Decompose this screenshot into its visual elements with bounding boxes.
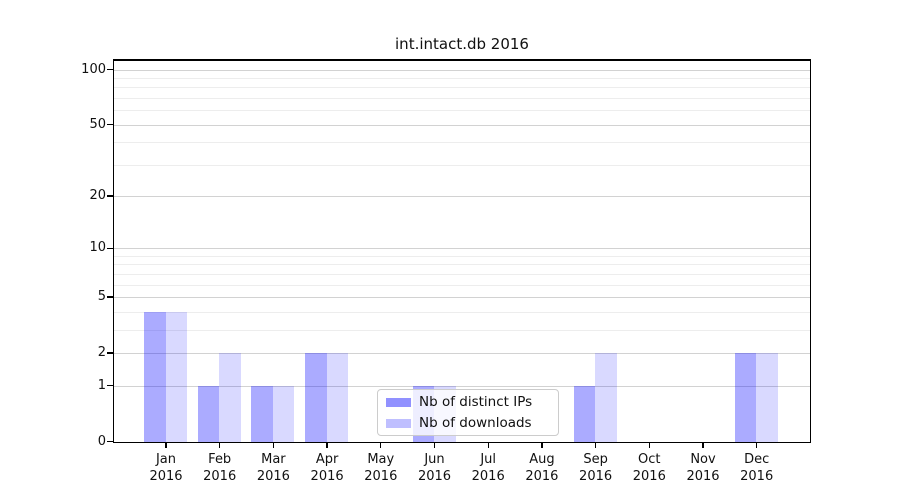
bar-distinct-ips [573, 386, 596, 442]
bar-downloads [595, 353, 617, 442]
x-tick-label: Dec 2016 [740, 452, 774, 484]
minor-gridline [114, 255, 810, 257]
chart-title: int.intact.db 2016 [395, 35, 529, 53]
x-tick-label: May 2016 [364, 452, 398, 484]
x-tick-label: Sep 2016 [579, 452, 613, 484]
x-tick-mark [433, 443, 436, 448]
bar-downloads [756, 353, 778, 442]
x-tick-label: Oct 2016 [632, 452, 666, 484]
major-gridline [114, 69, 810, 71]
minor-gridline [114, 311, 810, 313]
legend: Nb of distinct IPs Nb of downloads [377, 389, 559, 436]
legend-row-distinct-ips: Nb of distinct IPs [386, 394, 550, 410]
major-gridline [114, 352, 810, 354]
y-tick-mark [107, 296, 113, 298]
y-tick-mark [107, 195, 113, 197]
y-tick-label: 100 [81, 61, 106, 77]
minor-gridline [114, 87, 810, 89]
x-tick-label: Jan 2016 [149, 452, 183, 484]
bar-downloads [219, 353, 241, 442]
minor-gridline [114, 273, 810, 275]
x-tick-label: Mar 2016 [256, 452, 290, 484]
bar-distinct-ips [197, 386, 220, 442]
y-tick-mark [107, 68, 113, 71]
x-tick-mark [541, 443, 543, 448]
minor-gridline [114, 264, 810, 266]
bar-distinct-ips [144, 312, 166, 442]
x-tick-mark [165, 443, 167, 448]
y-tick-mark [107, 247, 113, 249]
minor-gridline [114, 110, 810, 112]
bar-distinct-ips [734, 353, 757, 442]
minor-gridline [114, 77, 810, 79]
minor-gridline [114, 284, 810, 286]
y-tick-label: 1 [97, 377, 106, 393]
y-tick-label: 20 [89, 188, 106, 204]
minor-gridline [114, 329, 810, 331]
x-tick-mark [380, 443, 382, 448]
x-tick-label: Nov 2016 [686, 452, 720, 484]
x-tick-mark [272, 443, 275, 448]
x-tick-label: Aug 2016 [525, 452, 559, 484]
bar-distinct-ips [305, 353, 327, 442]
x-tick-mark [487, 443, 489, 448]
legend-swatch-downloads [386, 418, 411, 428]
major-gridline [114, 385, 810, 387]
legend-label-downloads: Nb of downloads [419, 415, 532, 431]
y-tick-label: 50 [89, 116, 106, 132]
legend-swatch-distinct-ips [386, 397, 411, 407]
y-tick-mark [107, 352, 113, 354]
x-tick-mark [756, 443, 758, 448]
bar-distinct-ips [251, 386, 273, 442]
bar-downloads [272, 386, 295, 442]
x-tick-mark [326, 443, 328, 448]
major-gridline [114, 196, 810, 198]
x-tick-label: Feb 2016 [203, 452, 237, 484]
minor-gridline [114, 164, 810, 166]
y-tick-mark [107, 440, 113, 443]
minor-gridline [114, 97, 810, 99]
y-tick-label: 2 [97, 344, 106, 360]
major-gridline [114, 297, 810, 299]
x-tick-label: Jul 2016 [471, 452, 505, 484]
minor-gridline [114, 142, 810, 144]
x-tick-label: Apr 2016 [310, 452, 344, 484]
y-tick-mark [107, 384, 113, 387]
legend-row-downloads: Nb of downloads [386, 415, 550, 431]
major-gridline [114, 248, 810, 250]
y-tick-label: 5 [97, 289, 106, 305]
y-tick-mark [107, 123, 113, 126]
x-tick-mark [648, 443, 650, 448]
y-tick-label: 10 [89, 240, 106, 256]
x-tick-mark [702, 443, 704, 448]
plot-area [113, 59, 811, 443]
x-tick-mark [594, 443, 597, 448]
x-tick-mark [219, 443, 221, 448]
legend-label-distinct-ips: Nb of distinct IPs [419, 394, 533, 410]
y-tick-label: 0 [97, 433, 106, 449]
bar-downloads [326, 353, 349, 442]
major-gridline [114, 124, 810, 126]
x-tick-label: Jun 2016 [417, 452, 452, 484]
bar-downloads [165, 312, 187, 442]
